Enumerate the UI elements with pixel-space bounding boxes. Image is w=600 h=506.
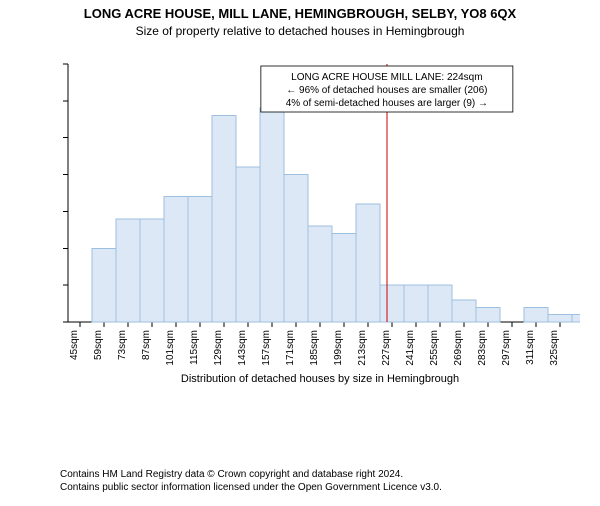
x-axis-label: Distribution of detached houses by size … xyxy=(181,373,459,385)
annotation-line: LONG ACRE HOUSE MILL LANE: 224sqm xyxy=(291,72,482,83)
histogram-chart: 0510152025303545sqm59sqm73sqm87sqm101sqm… xyxy=(60,58,580,388)
histogram-bar xyxy=(188,197,212,322)
svg-text:157sqm: 157sqm xyxy=(261,330,272,366)
histogram-bar xyxy=(476,307,500,322)
svg-text:227sqm: 227sqm xyxy=(381,330,392,366)
histogram-bar xyxy=(164,197,188,322)
svg-text:59sqm: 59sqm xyxy=(93,330,104,360)
histogram-bar xyxy=(92,248,116,322)
annotation-line: ← 96% of detached houses are smaller (20… xyxy=(286,85,487,96)
svg-text:241sqm: 241sqm xyxy=(405,330,416,366)
svg-text:101sqm: 101sqm xyxy=(165,330,176,366)
svg-text:213sqm: 213sqm xyxy=(357,330,368,366)
svg-text:185sqm: 185sqm xyxy=(309,330,320,366)
footnote-line-1: Contains HM Land Registry data © Crown c… xyxy=(60,468,442,481)
footnote: Contains HM Land Registry data © Crown c… xyxy=(60,468,442,494)
histogram-bar xyxy=(404,285,428,322)
svg-text:87sqm: 87sqm xyxy=(141,330,152,360)
svg-text:255sqm: 255sqm xyxy=(429,330,440,366)
svg-text:325sqm: 325sqm xyxy=(549,330,560,366)
histogram-bar xyxy=(140,219,164,322)
svg-text:115sqm: 115sqm xyxy=(189,330,200,365)
svg-text:171sqm: 171sqm xyxy=(285,330,296,366)
histogram-bar xyxy=(572,315,580,322)
histogram-bar xyxy=(284,175,308,322)
histogram-bar xyxy=(116,219,140,322)
histogram-bar xyxy=(548,315,572,322)
svg-text:199sqm: 199sqm xyxy=(333,330,344,366)
annotation-line: 4% of semi-detached houses are larger (9… xyxy=(286,98,488,109)
histogram-bar xyxy=(452,300,476,322)
footnote-line-2: Contains public sector information licen… xyxy=(60,481,442,494)
page-title: LONG ACRE HOUSE, MILL LANE, HEMINGBROUGH… xyxy=(0,6,600,22)
svg-text:73sqm: 73sqm xyxy=(117,330,128,360)
histogram-bar xyxy=(260,108,284,322)
svg-text:269sqm: 269sqm xyxy=(453,330,464,366)
histogram-bar xyxy=(212,116,236,322)
histogram-bar xyxy=(380,285,404,322)
histogram-bar xyxy=(524,307,548,322)
svg-text:311sqm: 311sqm xyxy=(525,330,536,365)
svg-text:283sqm: 283sqm xyxy=(477,330,488,366)
page-subtitle: Size of property relative to detached ho… xyxy=(0,24,600,38)
histogram-bar xyxy=(236,167,260,322)
histogram-bar xyxy=(332,234,356,322)
svg-text:129sqm: 129sqm xyxy=(213,330,224,366)
svg-text:45sqm: 45sqm xyxy=(69,330,80,360)
svg-text:297sqm: 297sqm xyxy=(501,330,512,366)
svg-text:143sqm: 143sqm xyxy=(237,330,248,366)
histogram-bar xyxy=(428,285,452,322)
histogram-bar xyxy=(356,204,380,322)
histogram-bar xyxy=(308,226,332,322)
